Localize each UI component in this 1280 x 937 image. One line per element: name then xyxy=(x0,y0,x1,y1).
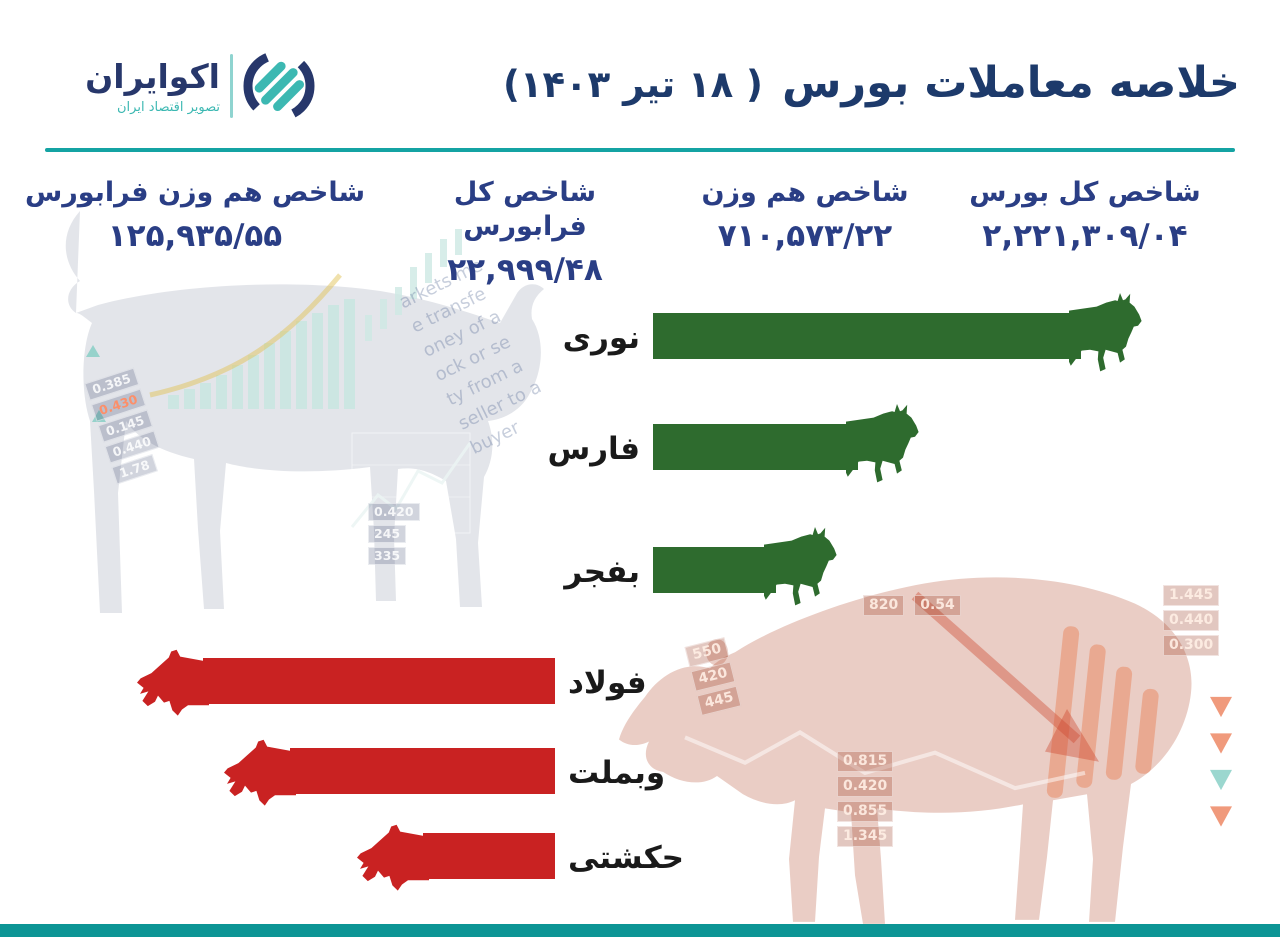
page-title: خلاصه معاملات بورس ( ۱۸ تیر ۱۴۰۳) xyxy=(502,58,1241,108)
watermark-number: 335 xyxy=(368,547,407,565)
watermark-number: 820 xyxy=(863,595,905,616)
gainer-row xyxy=(653,404,930,500)
gainer-bar xyxy=(653,424,858,470)
gainer-label: نوری xyxy=(562,320,640,356)
loser-bar xyxy=(203,658,555,704)
loser-row xyxy=(357,823,555,901)
index-label: شاخص کل فرابورس xyxy=(453,177,597,242)
logo-tagline: تصویر اقتصاد ایران xyxy=(117,100,220,115)
watermark-number: 0.54 xyxy=(914,595,961,616)
index-column-equal-weight: شاخص هم وزن ۷۱۰,۵۷۳/۲۲ xyxy=(675,176,935,254)
index-value: ۱۲۵,۹۳۵/۵۵ xyxy=(107,218,283,254)
watermark-number: 0.420 xyxy=(368,503,420,521)
watermark-number: 1.445 xyxy=(1163,585,1220,606)
bear-icon xyxy=(137,649,209,716)
loser-label: فولاد xyxy=(568,665,647,701)
gainer-label: بفجر xyxy=(564,554,640,590)
watermark-number: 0.145 xyxy=(97,409,153,443)
loser-bar xyxy=(290,748,555,794)
loser-label: وبملت xyxy=(568,755,666,791)
bear-icon xyxy=(357,824,429,891)
index-value: ۷۱۰,۵۷۳/۲۲ xyxy=(717,218,893,254)
watermark-number: 0.440 xyxy=(1163,610,1220,631)
watermark-number: 245 xyxy=(368,525,407,543)
title-date: ( ۱۸ تیر ۱۴۰۳) xyxy=(502,63,763,106)
gainer-bar xyxy=(653,547,776,593)
bear-watermark-numbers: 820 0.54 xyxy=(863,595,961,620)
logo-separator xyxy=(230,54,233,118)
gainer-bar xyxy=(653,313,1081,359)
watermark-number: 1.345 xyxy=(837,826,894,847)
bull-watermark-numbers: 0.385 0.430 0.145 0.440 1.78 xyxy=(84,367,167,489)
index-column-farabourse-total: شاخص کل فرابورس ۲۲,۹۹۹/۴۸ xyxy=(390,176,660,288)
bottom-accent-bar xyxy=(0,924,1280,937)
index-label: شاخص کل بورس xyxy=(969,177,1201,208)
index-column-bourse-total: شاخص کل بورس ۲,۲۲۱,۳۰۹/۰۴ xyxy=(945,176,1225,254)
bear-watermark-numbers: 0.815 0.420 0.855 1.345 xyxy=(837,751,894,851)
gainer-row xyxy=(653,293,1153,389)
header-divider xyxy=(45,148,1235,152)
bull-icon xyxy=(1069,293,1142,372)
ecoiran-logo: اکوایران تصویر اقتصاد ایران xyxy=(52,50,315,122)
index-label: شاخص هم وزن xyxy=(701,177,909,208)
watermark-number: 0.815 xyxy=(837,751,894,772)
logo-name: اکوایران xyxy=(85,57,220,96)
bear-icon xyxy=(224,739,296,806)
ecoiran-logo-mark-icon xyxy=(243,50,315,122)
watermark-number: 0.300 xyxy=(1163,635,1220,656)
index-value: ۲۲,۹۹۹/۴۸ xyxy=(447,252,603,288)
up-triangle-icon xyxy=(92,410,106,422)
bull-watermark-numbers: 0.420 245 335 xyxy=(368,503,420,569)
loser-row xyxy=(224,738,555,816)
index-column-farabourse-equal-weight: شاخص هم وزن فرابورس ۱۲۵,۹۳۵/۵۵ xyxy=(20,176,370,254)
watermark-number: 0.420 xyxy=(837,776,894,797)
bull-icon xyxy=(846,404,919,483)
bear-watermark-numbers: 1.445 0.440 0.300 xyxy=(1163,585,1220,660)
loser-row xyxy=(137,648,555,726)
watermark-number: 0.855 xyxy=(837,801,894,822)
watermark-number: 0.385 xyxy=(84,367,139,401)
loser-bar xyxy=(423,833,555,879)
loser-label: حکشتی xyxy=(568,840,684,876)
gainer-row xyxy=(653,527,848,623)
bull-icon xyxy=(764,527,837,606)
up-triangle-icon xyxy=(86,345,100,357)
logo-text: اکوایران تصویر اقتصاد ایران xyxy=(52,57,220,115)
title-text: خلاصه معاملات بورس xyxy=(782,58,1241,108)
index-value: ۲,۲۲۱,۳۰۹/۰۴ xyxy=(982,218,1188,254)
gainer-label: فارس xyxy=(547,431,640,467)
index-label: شاخص هم وزن فرابورس xyxy=(24,177,366,208)
watermark-number: 1.78 xyxy=(111,454,158,485)
watermark-number: 0.430 xyxy=(91,388,146,422)
watermark-number: 0.440 xyxy=(104,430,160,464)
